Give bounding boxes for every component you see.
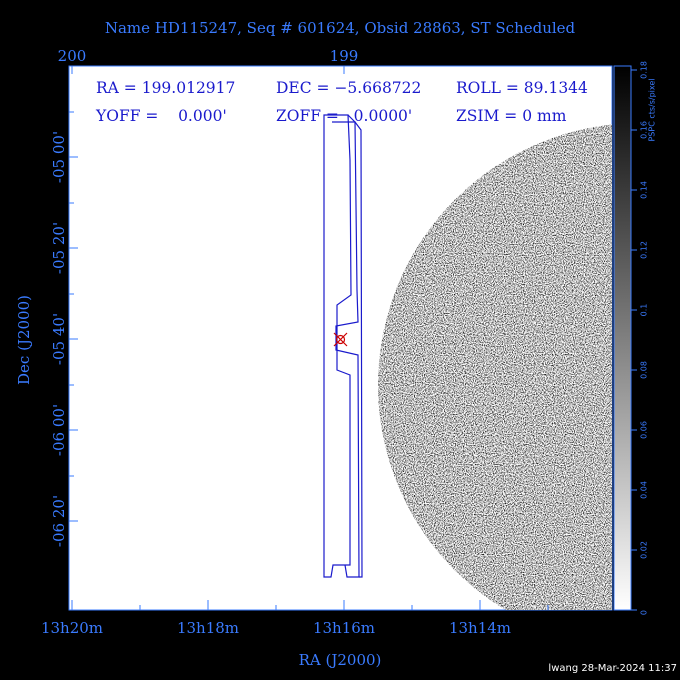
colorbar-tick-label: 0.02 bbox=[640, 541, 649, 559]
y-axis-label: Dec (J2000) bbox=[15, 295, 33, 385]
bottom-tick-label: 13h16m bbox=[313, 619, 375, 637]
bottom-tick-label: 13h14m bbox=[449, 619, 511, 637]
left-tick-label: -05 20' bbox=[50, 222, 68, 274]
colorbar-tick-label: 0.08 bbox=[640, 361, 649, 379]
x-axis-label: RA (J2000) bbox=[299, 651, 382, 669]
title: Name HD115247, Seq # 601624, Obsid 28863… bbox=[105, 19, 576, 37]
colorbar-tick-label: 0.16 bbox=[640, 121, 649, 139]
info-text: ROLL = 89.1344 bbox=[456, 79, 588, 97]
colorbar-tick-label: 0.1 bbox=[640, 304, 649, 317]
aimpoint-marker bbox=[333, 332, 348, 347]
top-tick-label: 199 bbox=[330, 47, 359, 65]
bottom-tick-label: 13h18m bbox=[177, 619, 239, 637]
colorbar-tick-label: 0.04 bbox=[640, 481, 649, 499]
colorbar-label: PSPC cts/s/pixel bbox=[648, 78, 657, 141]
colorbar-tick-label: 0.18 bbox=[640, 61, 649, 79]
colorbar-tick-label: 0.14 bbox=[640, 181, 649, 199]
colorbar-tick-label: 0 bbox=[640, 610, 649, 615]
colorbar bbox=[613, 65, 632, 611]
info-text: RA = 199.012917 bbox=[96, 79, 235, 97]
colorbar-tick-label: 0.12 bbox=[640, 241, 649, 259]
info-text: YOFF = 0.000' bbox=[95, 107, 227, 125]
detector-outline bbox=[323, 114, 363, 578]
info-text: DEC = −5.668722 bbox=[276, 79, 421, 97]
left-tick-label: -05 40' bbox=[50, 313, 68, 365]
footer: lwang 28-Mar-2024 11:37 bbox=[548, 663, 677, 674]
top-tick-label: 200 bbox=[58, 47, 87, 65]
left-tick-label: -06 00' bbox=[50, 404, 68, 456]
info-text: ZOFF = 0.0000' bbox=[276, 107, 412, 125]
bottom-tick-label: 13h20m bbox=[41, 619, 103, 637]
colorbar-tick-label: 0.06 bbox=[640, 421, 649, 439]
left-tick-label: -06 20' bbox=[50, 495, 68, 547]
info-text: ZSIM = 0 mm bbox=[456, 107, 567, 125]
left-tick-label: -05 00' bbox=[50, 131, 68, 183]
